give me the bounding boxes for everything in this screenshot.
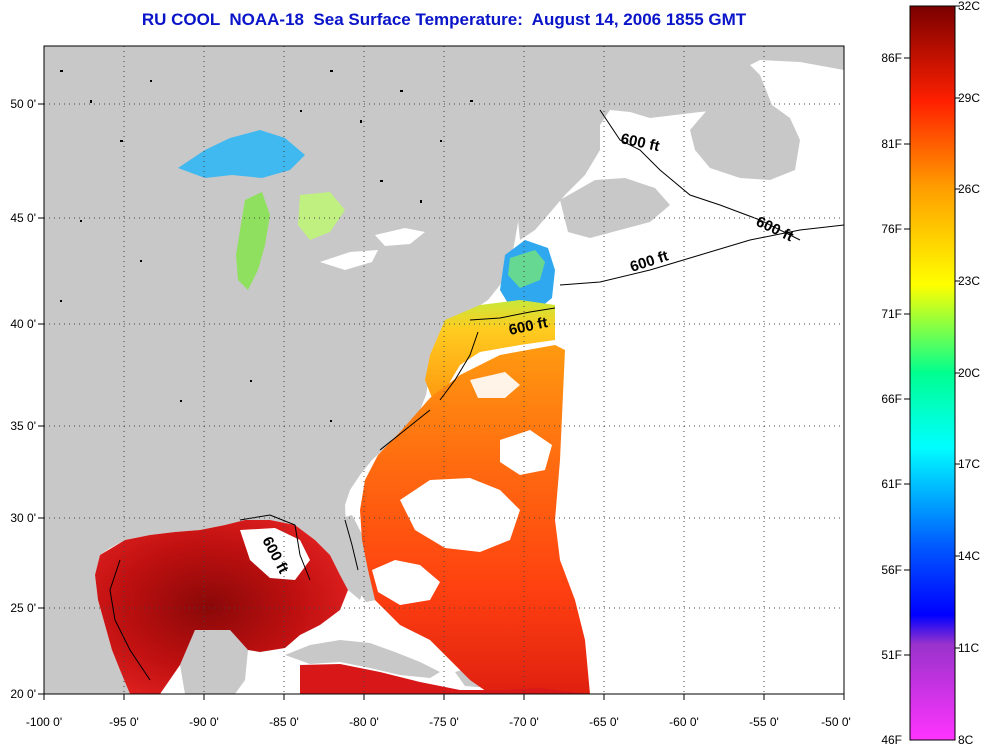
lake-erie	[320, 250, 378, 270]
x-tick-label: -90 0'	[189, 715, 219, 729]
colorbar-gradient	[909, 5, 956, 741]
colorbar-fahrenheit-label: 61F	[881, 477, 902, 491]
x-tick-label: -70 0'	[509, 715, 539, 729]
colorbar-celsius-label: 8C	[958, 733, 974, 747]
map-body	[44, 46, 844, 694]
colorbar-fahrenheit-label: 81F	[881, 137, 902, 151]
y-tick-label: 45 0'	[10, 211, 36, 225]
x-tick-label: -55 0'	[749, 715, 779, 729]
x-tick-label: -75 0'	[429, 715, 459, 729]
y-axis-ticks	[38, 103, 44, 695]
colorbar: 32C 29C 26C 23C 20C 17C 14C 11C 8C 86F 8…	[881, 0, 980, 747]
land-florida	[335, 515, 378, 602]
colorbar-ticks	[904, 5, 960, 656]
grid-lines	[44, 46, 844, 694]
colorbar-celsius-label: 32C	[958, 0, 980, 13]
land-cuba	[285, 640, 440, 678]
map-title: RU COOL NOAA-18 Sea Surface Temperature:…	[141, 10, 747, 29]
land-canada-east	[500, 46, 844, 240]
sst-mid-atlantic-shelf	[425, 300, 555, 398]
y-tick-label: 35 0'	[10, 419, 36, 433]
x-tick-label: -100 0'	[26, 715, 62, 729]
land-north-america	[44, 46, 620, 694]
land-newfoundland	[690, 60, 800, 180]
x-tick-label: -80 0'	[349, 715, 379, 729]
isobath-600ft	[109, 109, 844, 681]
land-yucatan	[180, 630, 248, 694]
cloud-mask-gulf	[240, 528, 310, 580]
lake-huron	[298, 192, 345, 240]
colorbar-fahrenheit-label: 56F	[881, 563, 902, 577]
colorbar-celsius-label: 29C	[958, 91, 980, 105]
colorbar-celsius-label: 17C	[958, 457, 980, 471]
colorbar-fahrenheit-label: 86F	[881, 51, 902, 65]
colorbar-fahrenheit-label: 51F	[881, 648, 902, 662]
lake-superior	[178, 130, 305, 178]
cloud-mask-4	[470, 372, 520, 398]
x-tick-label: -50 0'	[821, 715, 851, 729]
x-tick-labels: -100 0' -95 0' -90 0' -85 0' -80 0' -75 …	[26, 715, 851, 729]
y-tick-label: 30 0'	[10, 511, 36, 525]
colorbar-celsius-label: 26C	[958, 182, 980, 196]
y-tick-label: 25 0'	[10, 601, 36, 615]
land-nova-scotia	[560, 178, 670, 238]
lake-ontario	[375, 228, 425, 246]
sst-caribbean	[300, 664, 590, 694]
colorbar-fahrenheit-label: 71F	[881, 307, 902, 321]
colorbar-fahrenheit-label: 66F	[881, 392, 902, 406]
colorbar-celsius-label: 23C	[958, 274, 980, 288]
colorbar-fahrenheit-label: 76F	[881, 222, 902, 236]
colorbar-fahrenheit-label: 46F	[881, 733, 902, 747]
cloud-mask-2	[500, 430, 552, 475]
x-tick-label: -65 0'	[589, 715, 619, 729]
sst-gulf-of-maine-green	[508, 250, 545, 288]
y-tick-label: 20 0'	[10, 687, 36, 701]
colorbar-celsius-label: 11C	[958, 641, 979, 655]
x-axis-ticks	[43, 694, 845, 700]
colorbar-celsius-label: 14C	[958, 549, 980, 563]
lake-michigan	[236, 192, 270, 290]
x-tick-label: -60 0'	[669, 715, 699, 729]
y-tick-label: 40 0'	[10, 317, 36, 331]
y-tick-labels: 20 0' 25 0' 30 0' 35 0' 40 0' 45 0' 50 0…	[10, 97, 36, 701]
x-tick-label: -85 0'	[269, 715, 299, 729]
y-tick-label: 50 0'	[10, 97, 36, 111]
small-lakes	[60, 70, 473, 422]
cloud-mask-3	[372, 560, 440, 605]
cloud-mask-1	[400, 478, 520, 552]
colorbar-celsius-label: 20C	[958, 366, 980, 380]
x-tick-label: -95 0'	[109, 715, 139, 729]
